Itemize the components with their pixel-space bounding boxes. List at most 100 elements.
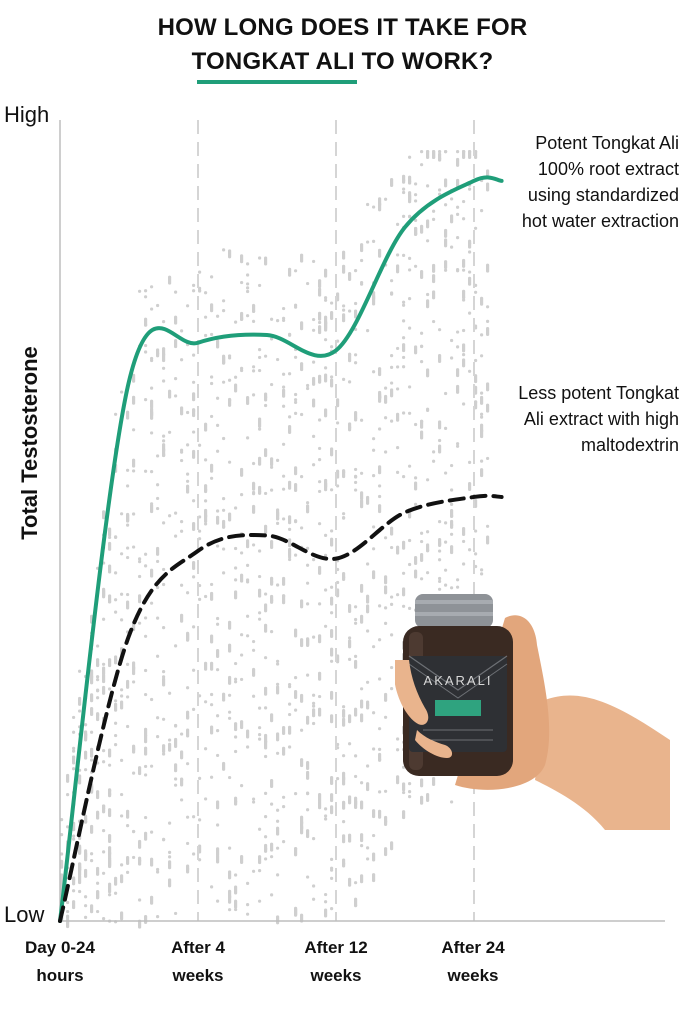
background-dot: [174, 723, 178, 728]
background-dot: [234, 800, 238, 804]
background-dot: [360, 491, 364, 501]
background-dot: [288, 515, 292, 525]
background-dot: [348, 271, 352, 281]
background-dot: [312, 701, 316, 705]
background-dot: [354, 605, 358, 609]
background-dot: [360, 844, 364, 848]
background-dot: [330, 876, 334, 880]
background-dot: [234, 590, 238, 600]
background-dot: [420, 360, 424, 364]
background-dot: [84, 904, 88, 908]
background-dot: [342, 771, 346, 781]
background-dot: [228, 620, 232, 630]
background-dot: [72, 767, 76, 771]
background-dot: [252, 797, 256, 801]
background-dot: [330, 690, 334, 700]
background-dot: [354, 617, 358, 622]
background-dot: [420, 553, 424, 563]
background-dot: [246, 289, 250, 294]
background-dot: [372, 205, 376, 209]
background-dot: [150, 857, 154, 867]
background-dot: [318, 522, 322, 526]
background-dot: [108, 893, 112, 897]
background-dot: [192, 430, 196, 434]
background-dot: [342, 469, 346, 479]
background-dot: [282, 725, 286, 735]
background-dot: [420, 163, 424, 167]
background-dot: [480, 415, 484, 419]
background-dot: [144, 289, 148, 293]
background-dot: [174, 783, 178, 787]
series-label-less-potent-line: maltodextrin: [580, 435, 679, 455]
background-dot: [192, 852, 196, 856]
background-dot: [372, 873, 376, 883]
background-dot: [174, 534, 178, 538]
background-dot: [402, 190, 406, 195]
x-tick-12weeks-line2: weeks: [310, 966, 362, 985]
background-dot: [204, 422, 208, 432]
background-dot: [396, 446, 400, 450]
background-dot: [120, 792, 124, 797]
background-dot: [78, 669, 82, 673]
background-dot: [456, 345, 460, 349]
background-dot: [168, 514, 172, 518]
background-dot: [102, 674, 106, 684]
background-dot: [174, 377, 178, 381]
background-dot: [414, 218, 418, 222]
series-label-less-potent: Less potent Tongkat Ali extract with hig…: [459, 380, 679, 458]
background-dot: [462, 296, 466, 300]
background-dot: [300, 638, 304, 648]
background-dot: [330, 488, 334, 492]
background-dot: [360, 800, 364, 810]
background-dot: [366, 594, 370, 604]
background-dot: [432, 274, 436, 284]
background-dot: [210, 885, 214, 889]
background-dot: [168, 389, 172, 399]
background-dot: [210, 725, 214, 735]
background-dot: [276, 511, 280, 521]
background-dot: [228, 716, 232, 720]
background-dot: [264, 740, 268, 750]
background-dot: [192, 560, 196, 570]
background-dot: [204, 522, 208, 526]
x-tick-4weeks-line2: weeks: [172, 966, 224, 985]
background-dot: [270, 465, 274, 469]
background-dot: [456, 330, 460, 334]
background-dot: [306, 792, 310, 796]
x-tick-24weeks-line2: weeks: [447, 966, 499, 985]
background-dot: [258, 855, 262, 865]
background-dot: [246, 539, 250, 549]
background-dot: [222, 497, 226, 501]
background-dot: [342, 820, 346, 824]
background-dot: [156, 867, 160, 872]
background-dot: [432, 459, 436, 463]
background-dot: [90, 904, 94, 914]
background-dot: [360, 418, 364, 422]
background-dot: [96, 658, 100, 668]
background-dot: [126, 484, 130, 488]
background-dot: [408, 464, 412, 468]
background-dot: [330, 345, 334, 349]
background-dot: [312, 837, 316, 841]
background-dot: [444, 268, 448, 272]
background-dot: [480, 568, 484, 572]
background-dot: [210, 634, 214, 644]
background-dot: [276, 357, 280, 362]
background-dot: [462, 527, 466, 537]
background-dot: [450, 214, 454, 224]
background-dot: [72, 715, 76, 720]
background-dot: [168, 691, 172, 695]
background-dot: [210, 591, 214, 601]
background-dot: [258, 827, 262, 831]
background-dot: [72, 749, 76, 753]
background-dot: [96, 812, 100, 816]
background-dot: [234, 735, 238, 739]
background-dot: [456, 205, 460, 209]
background-dot: [144, 323, 148, 327]
background-dot: [90, 693, 94, 703]
background-dot: [114, 412, 118, 416]
background-dot: [186, 443, 190, 447]
background-dot: [318, 446, 322, 451]
background-dot: [132, 395, 136, 405]
background-dot: [162, 366, 166, 370]
